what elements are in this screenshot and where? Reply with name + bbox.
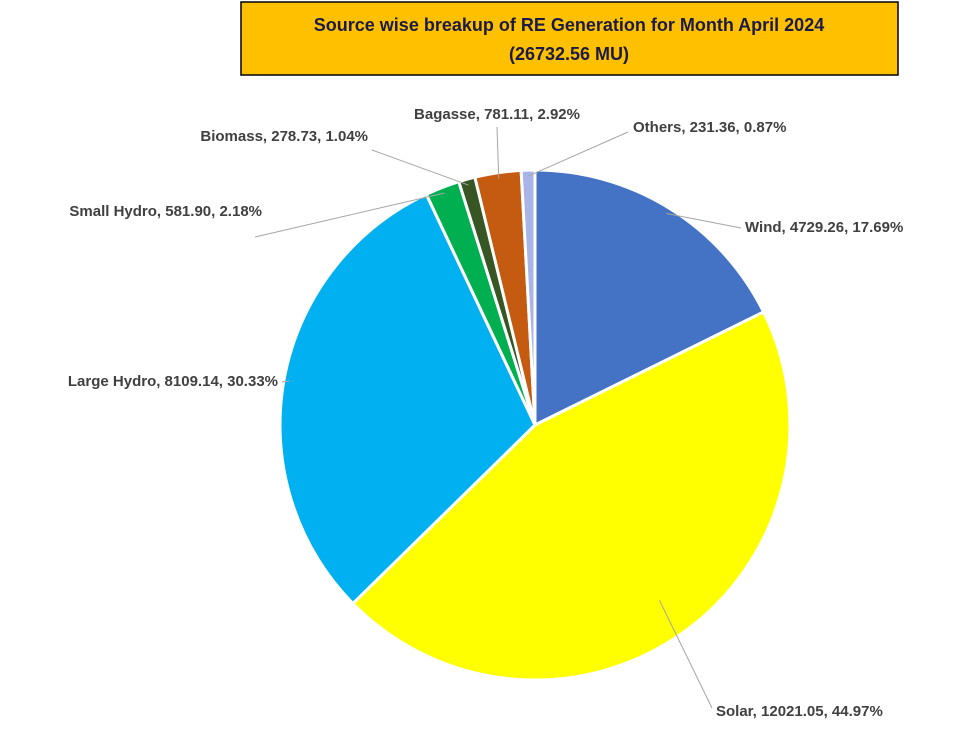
leader-line xyxy=(528,131,629,177)
data-label: Large Hydro, 8109.14, 30.33% xyxy=(68,373,278,390)
chart-title: Source wise breakup of RE Generation for… xyxy=(314,15,824,35)
leader-line xyxy=(659,600,713,709)
data-label: Bagasse, 781.11, 2.92% xyxy=(414,106,580,123)
data-label: Solar, 12021.05, 44.97% xyxy=(716,703,883,720)
leader-line xyxy=(496,126,500,179)
pie-slice xyxy=(350,309,792,682)
chart-subtitle: (26732.56 MU) xyxy=(509,44,629,64)
leader-line xyxy=(371,149,469,186)
pie-slice xyxy=(519,168,537,426)
pie-slice xyxy=(278,192,537,606)
pie-slice xyxy=(533,168,766,428)
leader-line xyxy=(666,212,742,229)
title-box xyxy=(240,1,899,76)
data-label: Biomass, 278.73, 1.04% xyxy=(200,128,368,145)
leader-line xyxy=(281,380,290,383)
data-label: Small Hydro, 581.90, 2.18% xyxy=(69,203,262,220)
data-label: Wind, 4729.26, 17.69% xyxy=(745,219,903,236)
leader-line xyxy=(254,192,445,238)
data-label: Others, 231.36, 0.87% xyxy=(633,119,786,136)
